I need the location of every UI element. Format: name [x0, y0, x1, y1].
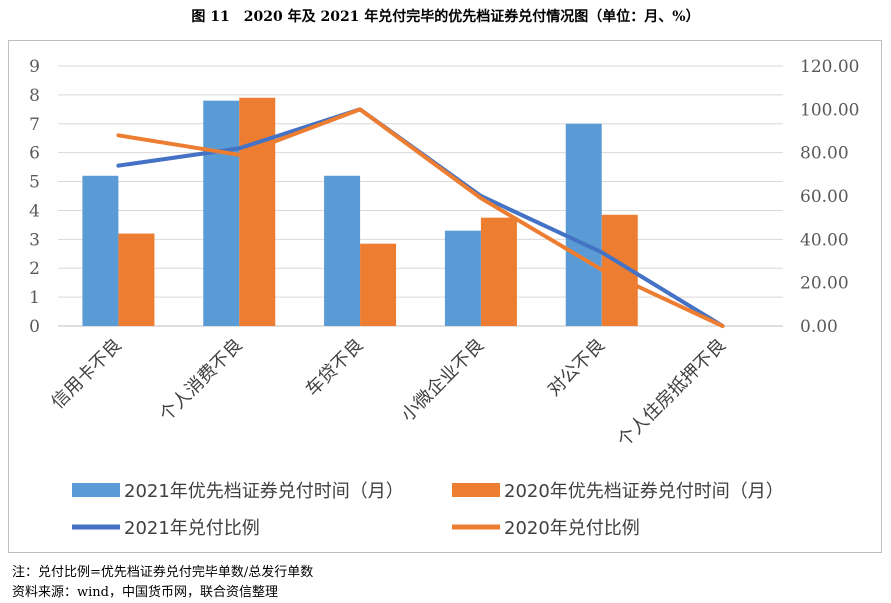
y-right-tick-label: 40.00 — [800, 230, 849, 250]
y-left-tick-label: 4 — [29, 201, 40, 221]
figure-title: 图 11 2020 年及 2021 年兑付完毕的优先档证券兑付情况图（单位：月、… — [191, 9, 700, 25]
y-right-tick-label: 100.00 — [800, 100, 859, 120]
category-label: 对公不良 — [544, 335, 610, 401]
y-right-tick-label: 0.00 — [800, 317, 838, 337]
y-right-tick-label: 80.00 — [800, 144, 849, 164]
category-label: 个人住房抵押不良 — [613, 335, 730, 452]
y-right-tick-label: 60.00 — [800, 187, 849, 207]
bar — [480, 217, 517, 326]
bar — [324, 175, 361, 326]
legend-label: 2020年优先档证券兑付时间（月） — [504, 481, 784, 502]
note-source: 资料来源：wind，中国货币网，联合资信整理 — [12, 585, 278, 600]
y-left-tick-label: 9 — [29, 57, 40, 77]
y-left-tick-label: 6 — [29, 144, 40, 164]
legend-swatch — [452, 483, 500, 497]
legend-swatch — [72, 483, 120, 497]
bar — [203, 100, 240, 327]
category-label: 个人消费不良 — [156, 335, 247, 426]
bar — [82, 175, 119, 326]
bar — [444, 230, 481, 326]
category-label: 小微企业不良 — [397, 335, 488, 426]
y-left-tick-label: 5 — [29, 173, 40, 193]
category-label: 车贷不良 — [302, 335, 368, 401]
y-left-tick-label: 7 — [29, 115, 40, 135]
y-left-tick-label: 1 — [29, 288, 40, 308]
y-left-tick-label: 0 — [29, 317, 40, 337]
category-label: 信用卡不良 — [47, 335, 125, 413]
bar — [360, 243, 397, 326]
y-right-tick-label: 120.00 — [800, 57, 859, 77]
legend-label: 2021年优先档证券兑付时间（月） — [124, 481, 404, 502]
note-formula: 注：兑付比例=优先档证券兑付完毕单数/总发行单数 — [12, 565, 314, 580]
y-left-tick-label: 8 — [29, 86, 40, 106]
series-line — [116, 107, 725, 328]
bar — [239, 97, 276, 327]
y-right-tick-label: 20.00 — [800, 274, 849, 294]
legend-label: 2020年兑付比例 — [504, 518, 640, 539]
chart-frame — [8, 40, 882, 553]
bar — [118, 233, 155, 326]
y-left-tick-label: 2 — [29, 259, 40, 279]
y-left-tick-label: 3 — [29, 230, 40, 250]
legend-label: 2021年兑付比例 — [124, 518, 260, 539]
bar — [565, 123, 602, 327]
